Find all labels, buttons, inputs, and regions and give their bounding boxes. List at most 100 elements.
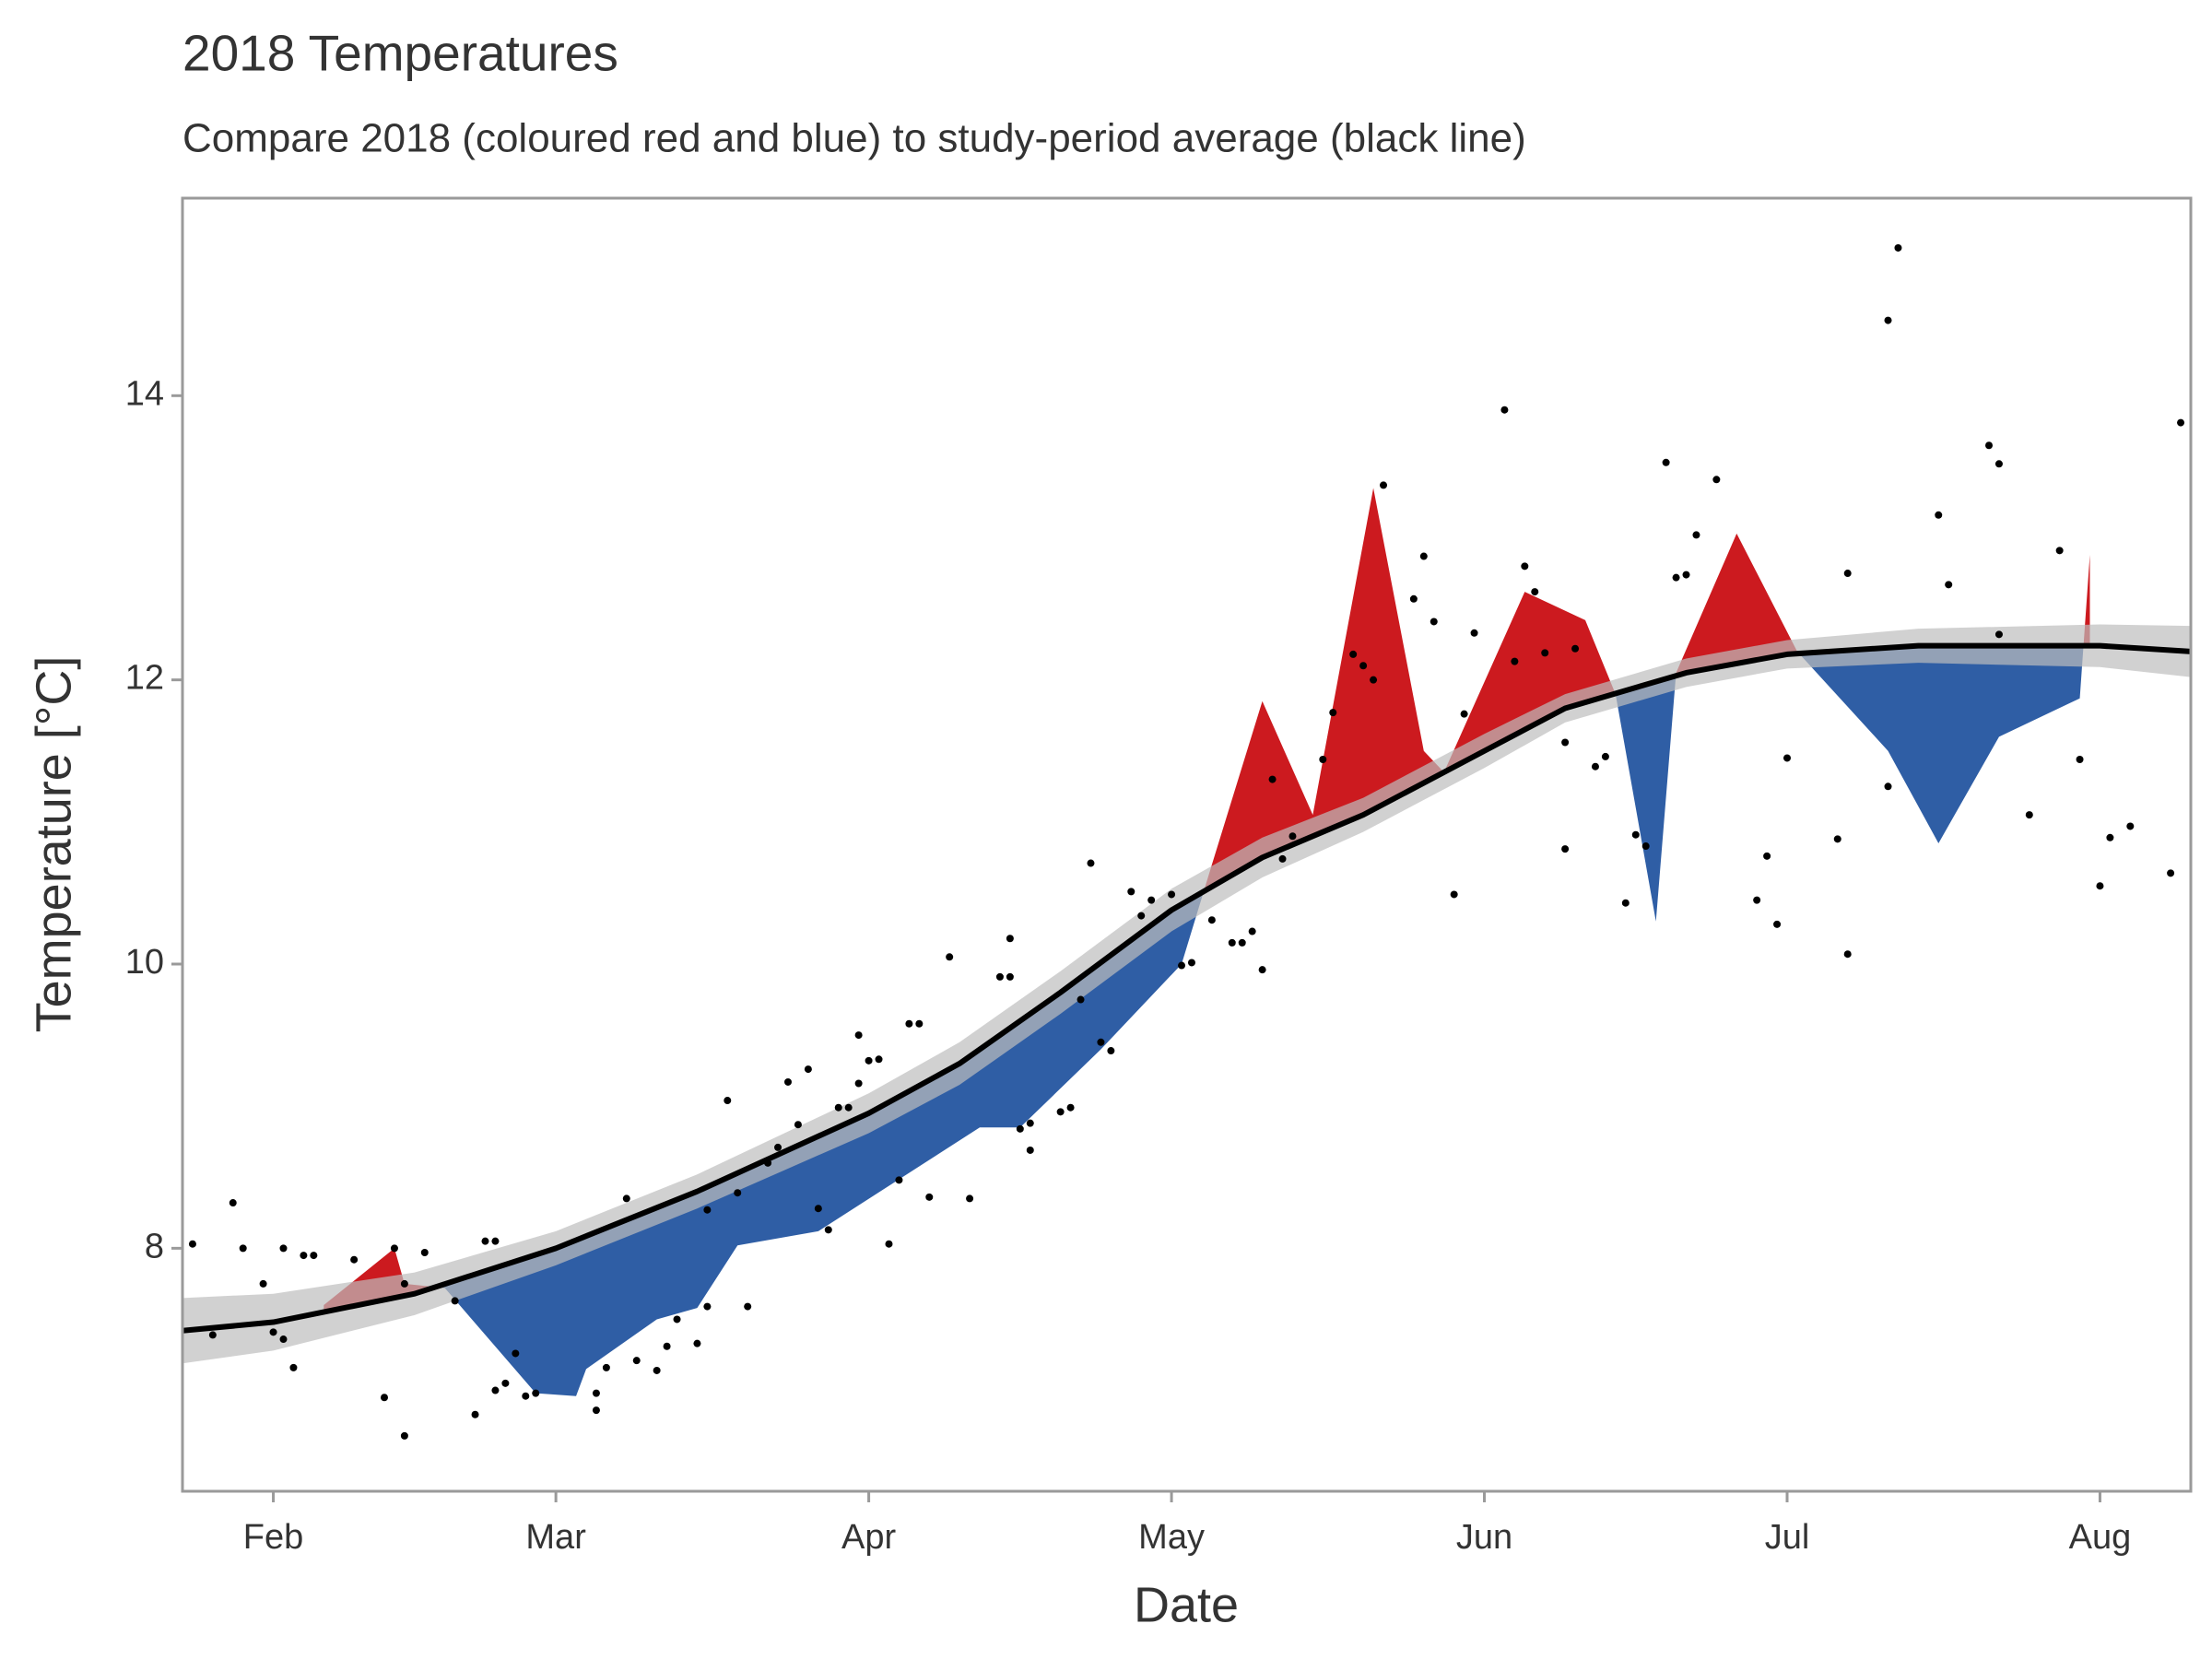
data-point — [724, 1097, 732, 1105]
data-point — [925, 1193, 934, 1201]
data-point — [1178, 961, 1186, 970]
chart-subtitle: Compare 2018 (coloured red and blue) to … — [182, 116, 1526, 161]
x-tick-label: Jun — [1456, 1518, 1512, 1557]
data-point — [1006, 935, 1014, 943]
data-point — [1843, 570, 1852, 578]
data-point — [1288, 832, 1297, 841]
data-point — [703, 1206, 712, 1214]
data-point — [1631, 830, 1640, 839]
data-point — [844, 1103, 853, 1112]
data-point — [481, 1237, 489, 1245]
plot-frame — [181, 196, 2193, 1493]
data-point — [451, 1297, 459, 1305]
x-tick-label: Apr — [841, 1518, 896, 1557]
data-point — [1692, 531, 1700, 539]
data-point — [1026, 1146, 1034, 1154]
data-point — [1561, 845, 1570, 853]
y-tick-label: 12 — [125, 659, 164, 698]
data-point — [1753, 896, 1761, 904]
data-point — [1359, 662, 1368, 670]
data-point — [946, 953, 954, 961]
data-point — [663, 1342, 671, 1350]
data-point — [1662, 458, 1670, 466]
data-point — [1541, 649, 1549, 657]
data-point — [491, 1237, 500, 1245]
data-point — [239, 1244, 247, 1253]
data-point — [875, 1055, 883, 1064]
data-point — [814, 1205, 822, 1213]
data-point — [1380, 481, 1388, 489]
data-point — [885, 1240, 893, 1248]
data-point — [1833, 835, 1841, 843]
data-point — [995, 972, 1004, 981]
data-point — [703, 1302, 712, 1311]
data-point — [783, 1077, 792, 1086]
data-point — [865, 1056, 873, 1065]
data-point — [1026, 1119, 1034, 1127]
x-tick-label: Feb — [243, 1518, 303, 1557]
data-point — [1763, 852, 1771, 860]
average-line — [182, 642, 2191, 1334]
data-point — [1168, 890, 1176, 899]
data-point — [2126, 822, 2135, 830]
data-point — [1843, 950, 1852, 959]
y-tick-label: 14 — [125, 374, 164, 413]
data-point — [1521, 562, 1529, 571]
data-point — [1319, 755, 1327, 763]
data-point — [2025, 811, 2033, 819]
x-tick-label: Jul — [1765, 1518, 1810, 1557]
y-tick-label: 8 — [145, 1227, 164, 1265]
data-point — [1228, 938, 1236, 947]
x-tick-label: Aug — [2069, 1518, 2132, 1557]
data-point — [269, 1328, 277, 1336]
data-point — [1994, 460, 2003, 468]
data-point — [1238, 938, 1246, 947]
data-point — [1884, 782, 1892, 791]
data-point — [592, 1389, 600, 1397]
data-point — [632, 1357, 641, 1365]
data-point — [764, 1159, 772, 1167]
data-point — [905, 1019, 913, 1028]
data-point — [1773, 920, 1782, 928]
data-point — [824, 1226, 832, 1234]
data-point — [310, 1252, 318, 1260]
data-point — [1087, 859, 1095, 867]
data-point — [491, 1386, 500, 1394]
data-point — [2167, 869, 2175, 877]
data-point — [653, 1366, 661, 1374]
data-point — [279, 1335, 288, 1344]
data-point — [279, 1244, 288, 1253]
data-point — [208, 1331, 217, 1339]
data-point — [915, 1019, 924, 1028]
data-point — [289, 1363, 298, 1371]
data-point — [229, 1199, 237, 1207]
data-point — [300, 1252, 308, 1260]
data-point — [1056, 1108, 1065, 1116]
data-point — [854, 1031, 863, 1040]
data-point — [522, 1392, 530, 1400]
data-point — [673, 1315, 681, 1324]
data-point — [1409, 594, 1418, 603]
chart-title: 2018 Temperatures — [182, 25, 618, 82]
data-point — [1147, 896, 1156, 904]
data-point — [400, 1279, 408, 1288]
data-point — [602, 1363, 610, 1371]
data-point — [1641, 842, 1650, 851]
data-point — [1187, 959, 1195, 967]
data-point — [1127, 888, 1135, 896]
data-point — [1268, 775, 1277, 783]
data-point — [501, 1379, 510, 1387]
data-point — [1894, 243, 1902, 252]
data-point — [804, 1065, 812, 1074]
data-point — [1460, 710, 1468, 718]
data-point — [1884, 316, 1892, 324]
data-point — [1329, 709, 1337, 717]
data-point — [1994, 630, 2003, 639]
data-point — [1500, 406, 1509, 414]
confidence-ribbon — [182, 624, 2191, 1364]
data-point — [1511, 657, 1519, 665]
x-tick-label: Mar — [525, 1518, 586, 1557]
data-point — [188, 1240, 196, 1248]
data-point — [1248, 927, 1256, 935]
